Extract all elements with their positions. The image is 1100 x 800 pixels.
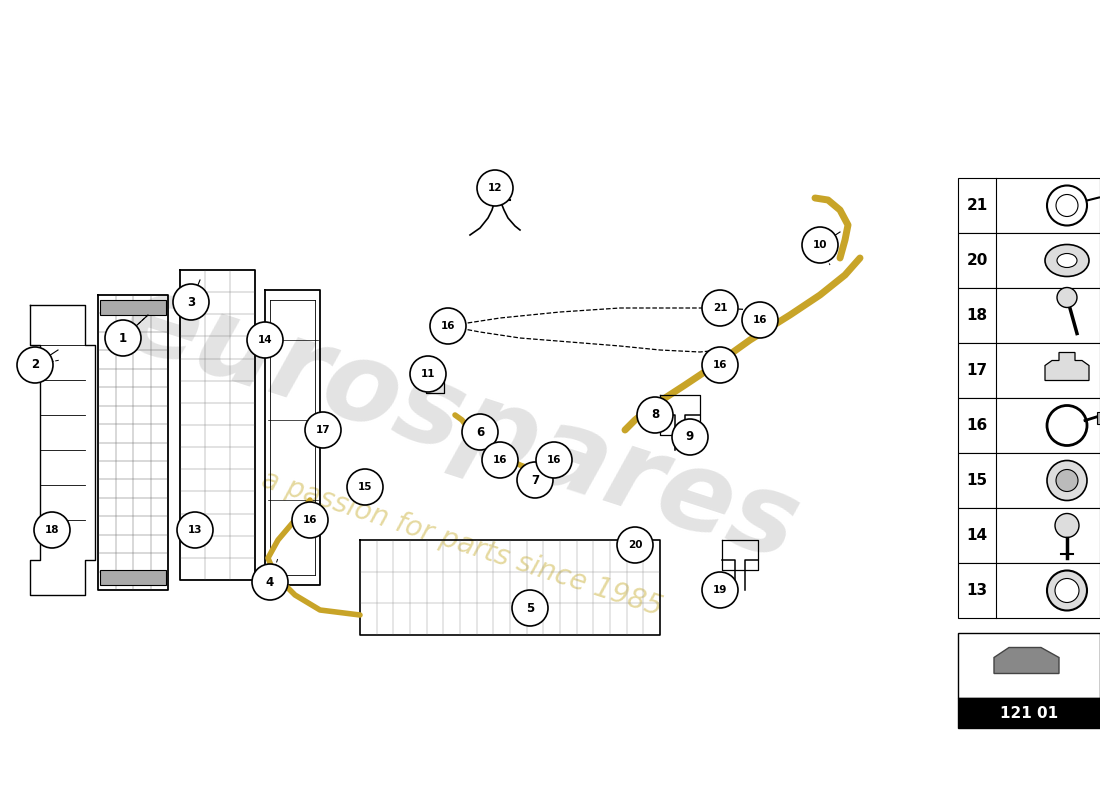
Bar: [1097, 411, 1100, 423]
Circle shape: [742, 302, 778, 338]
Text: 16: 16: [752, 315, 768, 325]
Bar: [100, 300, 166, 315]
Bar: [958, 453, 1100, 508]
Circle shape: [173, 284, 209, 320]
Text: 13: 13: [967, 583, 988, 598]
Circle shape: [16, 347, 53, 383]
Text: a passion for parts since 1985: a passion for parts since 1985: [258, 466, 666, 622]
Bar: [958, 288, 1100, 343]
Circle shape: [536, 442, 572, 478]
Text: 20: 20: [966, 253, 988, 268]
Circle shape: [702, 572, 738, 608]
Circle shape: [248, 322, 283, 358]
Text: 16: 16: [302, 515, 317, 525]
Text: 18: 18: [45, 525, 59, 535]
Circle shape: [637, 397, 673, 433]
Text: 16: 16: [967, 418, 988, 433]
Circle shape: [34, 512, 70, 548]
Text: eurospares: eurospares: [111, 265, 813, 583]
Text: 10: 10: [813, 240, 827, 250]
Text: 20: 20: [628, 540, 642, 550]
Text: 1: 1: [119, 331, 128, 345]
Circle shape: [462, 414, 498, 450]
Text: 21: 21: [967, 198, 988, 213]
Text: 9: 9: [686, 430, 694, 443]
Circle shape: [1057, 287, 1077, 307]
Circle shape: [292, 502, 328, 538]
Circle shape: [430, 308, 466, 344]
Circle shape: [617, 527, 653, 563]
Text: 5: 5: [526, 602, 535, 614]
Circle shape: [482, 442, 518, 478]
Circle shape: [672, 419, 708, 455]
Bar: [100, 570, 166, 585]
Circle shape: [517, 462, 553, 498]
Bar: [958, 343, 1100, 398]
Bar: [958, 233, 1100, 288]
Circle shape: [477, 170, 513, 206]
Ellipse shape: [426, 371, 444, 379]
Circle shape: [410, 356, 446, 392]
Circle shape: [1055, 578, 1079, 602]
Bar: [958, 563, 1100, 618]
Circle shape: [702, 347, 738, 383]
Ellipse shape: [1057, 254, 1077, 267]
Circle shape: [1056, 470, 1078, 491]
Circle shape: [177, 512, 213, 548]
Circle shape: [1056, 194, 1078, 217]
Text: 16: 16: [441, 321, 455, 331]
Text: 7: 7: [531, 474, 539, 486]
Text: 3: 3: [187, 295, 195, 309]
Text: 8: 8: [651, 409, 659, 422]
Circle shape: [1055, 514, 1079, 538]
Circle shape: [1047, 186, 1087, 226]
Text: 6: 6: [476, 426, 484, 438]
Bar: [958, 398, 1100, 453]
Text: 16: 16: [493, 455, 507, 465]
Ellipse shape: [1045, 245, 1089, 277]
Text: 2: 2: [31, 358, 40, 371]
Circle shape: [1047, 461, 1087, 501]
Circle shape: [802, 227, 838, 263]
Text: 17: 17: [967, 363, 988, 378]
Text: 16: 16: [547, 455, 561, 465]
Text: 13: 13: [188, 525, 202, 535]
Circle shape: [104, 320, 141, 356]
Text: 15: 15: [358, 482, 372, 492]
Text: 14: 14: [967, 528, 988, 543]
Circle shape: [305, 412, 341, 448]
Bar: [958, 178, 1100, 233]
Text: 19: 19: [713, 585, 727, 595]
Bar: [958, 633, 1100, 698]
Circle shape: [1047, 570, 1087, 610]
Circle shape: [346, 469, 383, 505]
Text: 15: 15: [967, 473, 988, 488]
Text: 21: 21: [713, 303, 727, 313]
Text: 121 01: 121 01: [1000, 706, 1058, 721]
Polygon shape: [994, 647, 1059, 674]
Text: 17: 17: [316, 425, 330, 435]
Text: 16: 16: [713, 360, 727, 370]
Text: 18: 18: [967, 308, 988, 323]
Circle shape: [252, 564, 288, 600]
Text: 11: 11: [420, 369, 436, 379]
Polygon shape: [1045, 353, 1089, 381]
Text: 12: 12: [487, 183, 503, 193]
Text: 4: 4: [266, 575, 274, 589]
Circle shape: [512, 590, 548, 626]
Circle shape: [702, 290, 738, 326]
Circle shape: [1047, 406, 1087, 446]
Bar: [958, 698, 1100, 728]
Bar: [958, 508, 1100, 563]
Text: 14: 14: [257, 335, 273, 345]
